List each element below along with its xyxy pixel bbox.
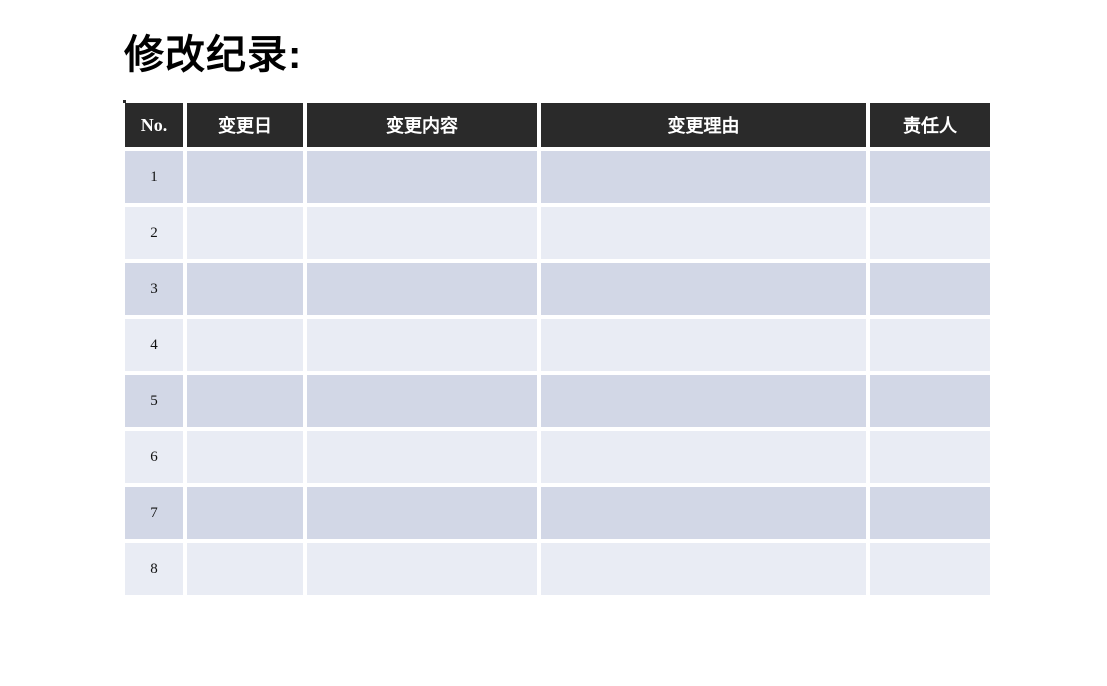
table-row: 8 <box>125 543 990 595</box>
cell-change-content <box>307 543 537 595</box>
header-change-reason: 变更理由 <box>541 103 866 147</box>
cell-change-content <box>307 431 537 483</box>
table-row: 4 <box>125 319 990 371</box>
cell-owner <box>870 375 990 427</box>
cell-no: 6 <box>125 431 183 483</box>
cell-change-content <box>307 263 537 315</box>
cell-change-date <box>187 151 303 203</box>
table-row: 6 <box>125 431 990 483</box>
cell-no: 4 <box>125 319 183 371</box>
cell-change-date <box>187 319 303 371</box>
table-row: 1 <box>125 151 990 203</box>
cell-owner <box>870 263 990 315</box>
revision-record-table: No. 变更日 变更内容 变更理由 责任人 1 2 <box>121 99 994 599</box>
cell-change-content <box>307 375 537 427</box>
cell-owner <box>870 151 990 203</box>
cell-no: 2 <box>125 207 183 259</box>
cell-no: 7 <box>125 487 183 539</box>
cell-change-content <box>307 207 537 259</box>
cell-change-date <box>187 375 303 427</box>
cell-no: 1 <box>125 151 183 203</box>
page-title: 修改纪录: <box>124 33 303 77</box>
table-row: 5 <box>125 375 990 427</box>
stray-dot <box>123 100 126 103</box>
cell-change-date <box>187 431 303 483</box>
cell-change-content <box>307 151 537 203</box>
table-header-row: No. 变更日 变更内容 变更理由 责任人 <box>125 103 990 147</box>
table-row: 7 <box>125 487 990 539</box>
cell-owner <box>870 487 990 539</box>
cell-change-reason <box>541 487 866 539</box>
header-change-date: 变更日 <box>187 103 303 147</box>
header-no: No. <box>125 103 183 147</box>
table-row: 2 <box>125 207 990 259</box>
cell-change-reason <box>541 151 866 203</box>
cell-change-reason <box>541 207 866 259</box>
header-change-content: 变更内容 <box>307 103 537 147</box>
cell-no: 3 <box>125 263 183 315</box>
cell-change-content <box>307 319 537 371</box>
header-owner: 责任人 <box>870 103 990 147</box>
cell-change-reason <box>541 543 866 595</box>
cell-change-date <box>187 263 303 315</box>
cell-no: 5 <box>125 375 183 427</box>
cell-change-reason <box>541 263 866 315</box>
cell-change-content <box>307 487 537 539</box>
cell-owner <box>870 207 990 259</box>
cell-owner <box>870 543 990 595</box>
cell-change-date <box>187 543 303 595</box>
cell-change-reason <box>541 319 866 371</box>
table-row: 3 <box>125 263 990 315</box>
cell-change-date <box>187 487 303 539</box>
cell-no: 8 <box>125 543 183 595</box>
cell-owner <box>870 431 990 483</box>
cell-change-reason <box>541 375 866 427</box>
cell-change-reason <box>541 431 866 483</box>
cell-owner <box>870 319 990 371</box>
cell-change-date <box>187 207 303 259</box>
